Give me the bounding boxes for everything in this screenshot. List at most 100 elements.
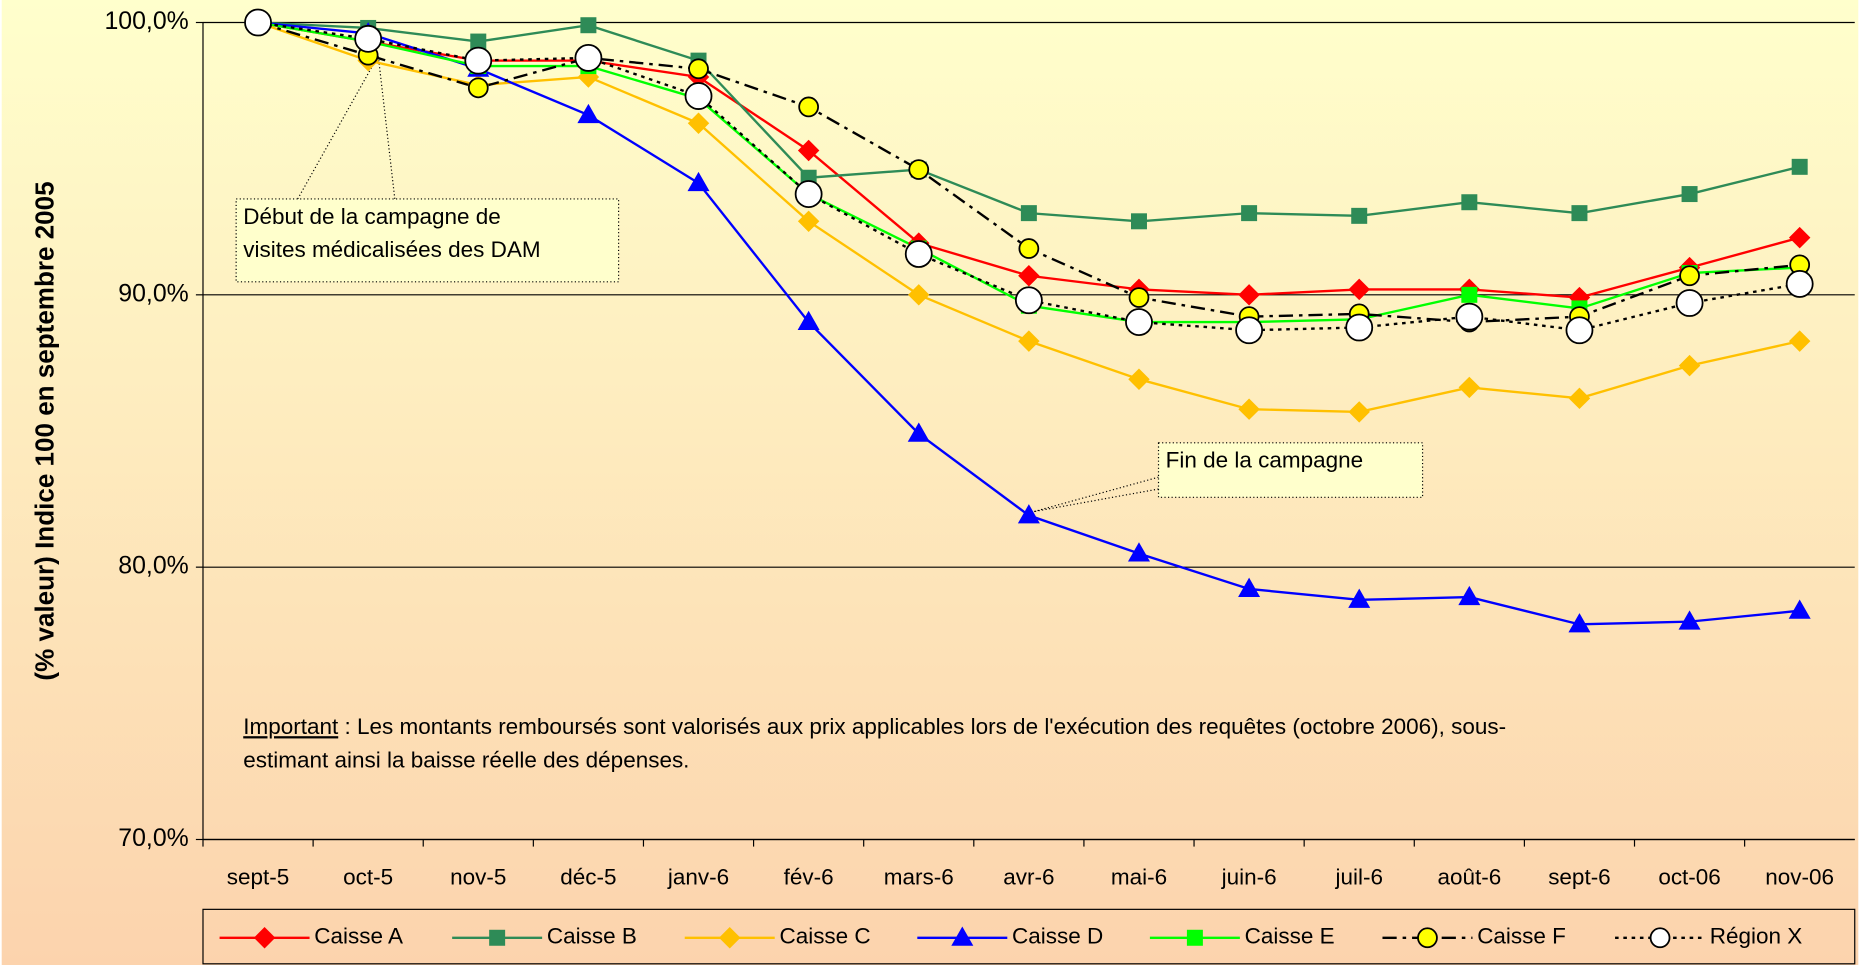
legend-label: Caisse B [547,924,637,949]
data-point [908,284,930,306]
data-point [687,112,710,134]
callout-pointer [1034,476,1159,513]
data-point [1678,354,1701,377]
data-point [1681,186,1698,203]
data-point [574,43,603,72]
data-point [1348,401,1370,423]
data-point [244,8,272,37]
data-point [1788,226,1811,249]
annotation-text: visites médicalisées des DAM [243,237,540,262]
data-point [1125,308,1153,336]
legend-box [202,908,1856,965]
series-line [257,21,1800,332]
data-point [1785,270,1814,298]
data-point [1461,286,1478,303]
data-point [1238,284,1260,306]
x-tick-label: fév-6 [784,865,834,890]
data-point [1127,542,1150,562]
data-point [577,103,600,124]
data-point [470,33,487,50]
callout-pointer [377,55,396,199]
data-point [1018,330,1040,352]
x-tick-label: juin-6 [1221,865,1277,890]
x-tick-label: mars-6 [884,865,954,890]
y-axis-label: (% valeur) Indice 100 en septembre 2005 [30,181,60,680]
data-point [1018,265,1040,287]
x-tick-label: mai-6 [1111,865,1167,890]
legend-marker [718,927,741,949]
data-point [1568,613,1591,633]
x-tick-label: déc-5 [560,865,616,890]
note-line: estimant ainsi la baisse réelle des dépe… [243,747,689,772]
x-tick-label: janv-6 [667,865,729,890]
data-point [1455,302,1484,331]
x-tick-label: sept-6 [1548,865,1611,890]
data-point [688,58,709,80]
legend-label: Caisse F [1477,924,1566,949]
data-point [467,77,489,99]
data-point [1018,238,1040,259]
annotation-text: Fin de la campagne [1166,448,1364,473]
annotation-text: Début de la campagne de [243,204,501,229]
callout-pointer [297,55,379,200]
x-tick-label: sept-5 [227,865,289,890]
data-point [1235,316,1264,345]
note-label: Important [243,714,339,739]
data-point [1791,158,1808,175]
data-point [1130,213,1147,230]
y-tick-label: 100,0% [104,7,188,35]
data-point [1788,599,1811,619]
data-point [904,240,933,268]
y-tick-label: 70,0% [118,824,189,852]
legend-label: Caisse E [1245,924,1335,949]
x-tick-label: avr-6 [1003,865,1054,890]
data-point [464,46,493,75]
data-point [684,82,713,110]
data-point [907,422,930,442]
x-tick-label: nov-5 [450,865,506,890]
data-point [1348,588,1371,608]
note-text: Important : Les montants remboursés sont… [243,714,1506,739]
legend-label: Caisse D [1012,924,1103,949]
data-point [1458,585,1481,606]
data-point [1565,316,1594,345]
data-point [1679,265,1700,287]
data-point [1020,205,1037,222]
x-tick-label: oct-5 [343,865,393,890]
legend-marker [1186,929,1203,946]
data-point [354,24,383,53]
legend-label: Région X [1710,924,1802,949]
data-point [1675,289,1704,317]
x-tick-label: nov-06 [1765,865,1834,890]
data-point [798,96,819,118]
annotation-box [235,198,620,283]
data-point [794,180,823,208]
data-point [1128,287,1150,308]
data-point [1351,207,1368,224]
legend-marker [951,926,974,946]
data-point [1128,368,1150,390]
data-point [1568,387,1591,410]
x-tick-label: oct-06 [1658,865,1721,890]
legend-label: Caisse A [314,924,403,949]
data-point [1238,398,1260,420]
data-point [1458,376,1481,399]
data-point [1017,504,1040,524]
data-point [1678,610,1701,630]
data-point [1461,194,1478,211]
legend-marker [1649,927,1671,949]
data-point [1348,278,1370,301]
data-point [908,159,930,180]
legend-marker [253,927,276,949]
y-tick-label: 90,0% [118,279,189,307]
x-tick-label: juil-6 [1334,865,1382,890]
x-tick-label: août-6 [1437,865,1501,890]
data-point [1238,577,1261,597]
legend-label: Caisse C [779,924,870,949]
annotation-box [1157,442,1424,498]
data-point [1014,286,1043,315]
data-point [1788,330,1811,352]
data-point [1345,313,1374,342]
